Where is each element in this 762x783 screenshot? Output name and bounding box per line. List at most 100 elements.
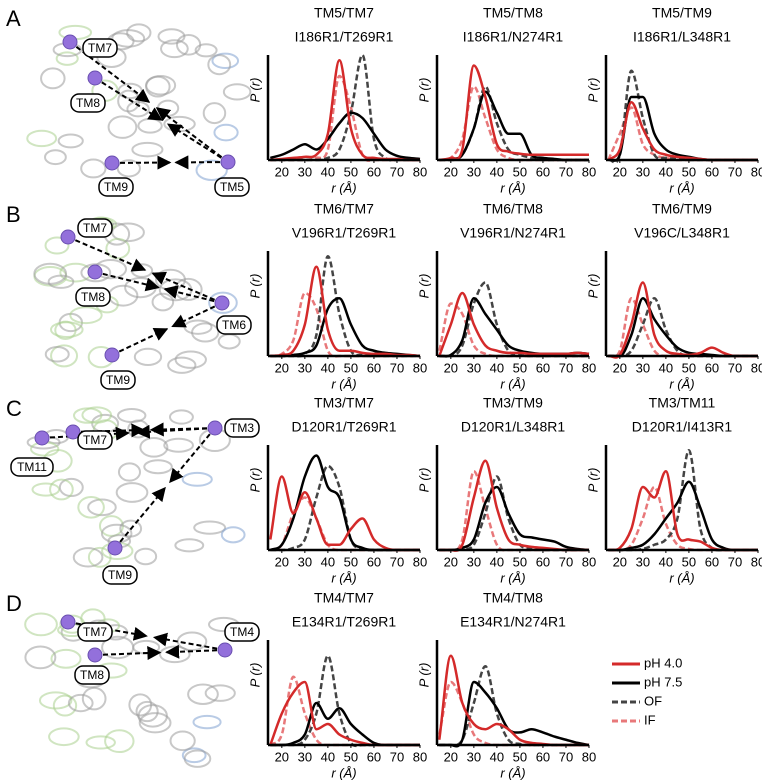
x-axis-label: r (Å) <box>669 180 694 195</box>
distance-distribution <box>608 448 758 552</box>
helix <box>183 749 212 768</box>
panel-letter: A <box>6 6 21 31</box>
helix <box>55 51 79 66</box>
chart-title: TM5/TM8 <box>483 5 543 21</box>
distance-arrow <box>67 236 147 272</box>
chart-title: TM4/TM7 <box>314 590 374 606</box>
x-tick-label: 60 <box>705 164 719 179</box>
tm-label-box <box>224 622 260 642</box>
spin-label <box>87 70 103 86</box>
helix <box>49 478 74 501</box>
panel-letter: D <box>6 591 22 616</box>
helix <box>115 482 149 503</box>
helix <box>217 333 241 350</box>
x-tick-label: 50 <box>344 749 358 764</box>
helix <box>204 684 236 702</box>
x-tick-label: 30 <box>467 360 481 375</box>
x-tick-label: 80 <box>413 164 427 179</box>
tm-label: TM5 <box>220 180 244 194</box>
x-tick-label: 30 <box>298 554 312 569</box>
helix <box>85 735 116 750</box>
x-tick-label: 20 <box>275 554 289 569</box>
tm-label-box <box>10 457 54 477</box>
chart-subtitle: D120R1/I413R1 <box>632 419 733 435</box>
chart-subtitle: I186R1/L348R1 <box>633 29 731 45</box>
x-tick-label: 40 <box>321 749 335 764</box>
x-axis-label: r (Å) <box>500 376 525 391</box>
helix <box>24 645 57 670</box>
x-tick-label: 30 <box>467 554 481 569</box>
panel-letter: B <box>6 202 21 227</box>
x-tick-label: 20 <box>444 749 458 764</box>
x-tick-label: 80 <box>413 360 427 375</box>
tm-label-box <box>216 315 252 335</box>
tm-label: TM7 <box>83 221 107 235</box>
x-tick-label: 70 <box>390 164 404 179</box>
x-axis-label: r (Å) <box>331 376 356 391</box>
x-tick-label: 30 <box>636 164 650 179</box>
helix <box>57 133 84 149</box>
distance-arrow <box>94 77 163 121</box>
x-tick-label: 70 <box>559 164 573 179</box>
distance-arrow <box>135 424 216 439</box>
x-tick-label: 40 <box>490 749 504 764</box>
chart-title: TM5/TM9 <box>652 5 712 21</box>
x-tick-label: 70 <box>728 554 742 569</box>
x-tick-label: 40 <box>490 360 504 375</box>
x-tick-label: 30 <box>298 360 312 375</box>
legend-label: pH 7.5 <box>644 674 682 689</box>
helix <box>50 648 82 669</box>
helix <box>213 123 239 142</box>
distance-arrow <box>94 645 162 660</box>
tm-label: TM7 <box>83 625 107 639</box>
tm-label-box <box>98 177 134 197</box>
tm-label: TM9 <box>104 180 128 194</box>
y-axis-label: P (r) <box>585 274 600 299</box>
distance-arrow <box>111 155 172 170</box>
helix <box>194 43 218 58</box>
helix <box>195 159 228 181</box>
x-tick-label: 80 <box>582 554 596 569</box>
helix <box>116 159 141 178</box>
tm-label: TM8 <box>76 96 100 110</box>
distance-distribution <box>270 53 420 162</box>
distance-arrow <box>152 632 226 651</box>
x-tick-label: 40 <box>490 164 504 179</box>
chart-subtitle: I186R1/T269R1 <box>295 29 394 45</box>
chart-subtitle: D120R1/L348R1 <box>461 419 566 435</box>
y-axis-label: P (r) <box>247 274 262 299</box>
x-tick-label: 60 <box>536 164 550 179</box>
helix <box>58 477 84 498</box>
tm-label: TM11 <box>17 460 47 474</box>
x-axis-label: r (Å) <box>331 180 356 195</box>
tm-label-box <box>214 177 250 197</box>
x-tick-label: 80 <box>582 164 596 179</box>
tm-label-box <box>77 430 113 450</box>
helix <box>80 263 112 283</box>
x-axis-label: r (Å) <box>331 765 356 780</box>
x-tick-label: 20 <box>613 360 627 375</box>
distance-arrow <box>163 285 223 304</box>
x-tick-label: 20 <box>275 360 289 375</box>
helix <box>183 319 213 335</box>
helix <box>87 498 117 517</box>
helix <box>38 691 73 710</box>
x-tick-label: 30 <box>467 749 481 764</box>
helix <box>128 693 153 717</box>
x-tick-label: 40 <box>659 360 673 375</box>
y-axis-label: P (r) <box>585 468 600 493</box>
helix <box>111 222 145 243</box>
spin-label <box>60 229 76 245</box>
tm-label-box <box>77 218 113 238</box>
distance-distribution <box>439 680 590 748</box>
panel-letter: C <box>6 396 22 421</box>
x-tick-label: 20 <box>275 749 289 764</box>
x-tick-label: 50 <box>344 360 358 375</box>
distance-distribution <box>270 296 421 358</box>
helix <box>48 727 80 747</box>
x-tick-label: 40 <box>659 164 673 179</box>
tm-label-box <box>74 665 110 685</box>
y-axis-label: P (r) <box>416 274 431 299</box>
helix <box>81 686 107 711</box>
x-tick-label: 60 <box>367 749 381 764</box>
